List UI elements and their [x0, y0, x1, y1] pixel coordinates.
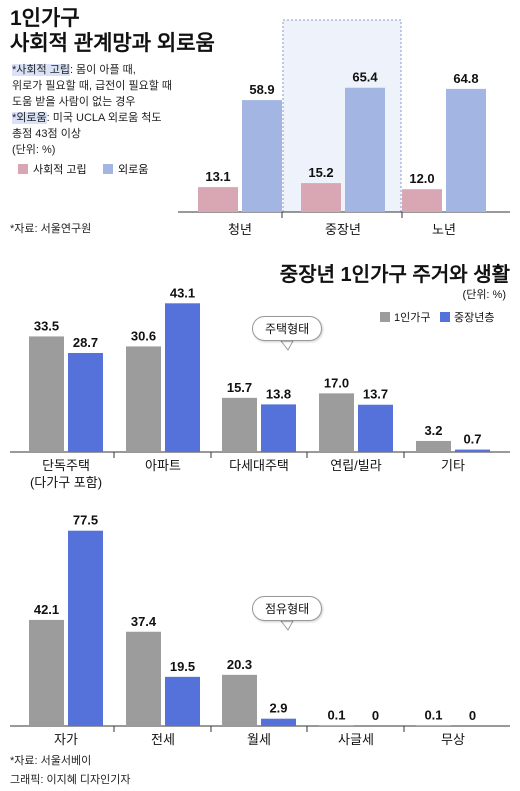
category-label-노년: 노년 — [432, 222, 456, 237]
chart2-bar-중장년층-기타 — [455, 449, 490, 452]
legend-label-사회적 고립: 사회적 고립 — [33, 163, 87, 176]
chart2-category-label-아파트: 아파트 — [145, 458, 181, 473]
category-label-중장년: 중장년 — [325, 222, 361, 237]
chart2-category-label-(다가구 포함): (다가구 포함) — [30, 475, 102, 490]
note-loneliness: *외로움: 미국 UCLA 외로움 척도 — [12, 110, 162, 126]
note-social-isolation-line2: 위로가 필요할 때, 급전이 필요할 때 — [12, 80, 173, 92]
chart2-legend-swatch-1인가구 — [380, 312, 390, 322]
note-loneliness-line2: 총점 43점 이상 — [12, 128, 81, 140]
chart2-category-label-기타: 기타 — [441, 458, 465, 473]
main-title-line2: 사회적 관계망과 외로움 — [10, 32, 215, 55]
chart3-category-label-자가: 자가 — [54, 732, 78, 747]
chart3-bar-1인가구-월세 — [222, 674, 257, 726]
chart3-category-label-무상: 무상 — [441, 732, 465, 747]
bar-외로움-노년 — [446, 88, 486, 212]
chart2-value-label-중장년층-연립/빌라: 13.7 — [363, 387, 388, 402]
chart3-value-label-중장년층-자가: 77.5 — [73, 513, 98, 528]
bar-사회적 고립-노년 — [402, 189, 442, 212]
chart2-bar-1인가구-기타 — [416, 440, 451, 452]
note-loneliness-text: : 미국 UCLA 외로움 척도 — [46, 112, 162, 124]
bar-외로움-중장년 — [345, 87, 385, 212]
unit-label-2: (단위: %) — [462, 289, 506, 301]
chart3-value-label-중장년층-월세: 2.9 — [269, 701, 287, 716]
value-label-사회적 고립-노년: 12.0 — [409, 171, 434, 186]
chart2-value-label-중장년층-아파트: 43.1 — [170, 285, 195, 300]
note-social-isolation-line3: 도움 받을 사람이 없는 경우 — [12, 96, 136, 108]
value-label-외로움-중장년: 65.4 — [352, 70, 378, 85]
chart3-bar-1인가구-전세 — [126, 631, 161, 726]
main-title-line1: 1인가구 — [10, 7, 80, 30]
chart3-bar-1인가구-자가 — [29, 619, 64, 726]
chart3-bar-중장년층-전세 — [165, 676, 200, 726]
chart2-value-label-중장년층-다세대주택: 13.8 — [266, 386, 291, 401]
unit-label-1: (단위: %) — [12, 144, 56, 156]
annotation-housing-type: 주택형태 — [252, 316, 323, 341]
value-label-외로움-청년: 58.9 — [249, 82, 274, 97]
chart3-value-label-중장년층-전세: 19.5 — [170, 659, 195, 674]
chart2-value-label-1인가구-연립/빌라: 17.0 — [324, 375, 349, 390]
legend-swatch-외로움 — [103, 164, 113, 174]
chart3-value-label-1인가구-사글세: 0.1 — [327, 708, 345, 723]
chart2-bar-중장년층-단독주택(다가구 포함) — [68, 352, 103, 452]
chart3-value-label-1인가구-무상: 0.1 — [424, 708, 442, 723]
chart2-bar-1인가구-연립/빌라 — [319, 393, 354, 452]
chart2-bar-1인가구-다세대주택 — [222, 397, 257, 452]
note-social-isolation-key: *사회적 고립 — [12, 64, 70, 76]
chart2-bar-중장년층-다세대주택 — [261, 404, 296, 452]
bar-사회적 고립-청년 — [198, 187, 238, 212]
note-social-isolation-text: : 몸이 아플 때, — [69, 64, 136, 76]
chart2-bar-1인가구-아파트 — [126, 346, 161, 452]
callout-tail-housing — [279, 340, 294, 351]
chart3-category-label-월세: 월세 — [247, 732, 271, 747]
chart3-value-label-중장년층-사글세: 0 — [372, 708, 379, 723]
chart2-value-label-1인가구-기타: 3.2 — [424, 423, 442, 438]
chart2-bar-중장년층-연립/빌라 — [358, 404, 393, 452]
chart2-category-label-연립/빌라: 연립/빌라 — [330, 458, 381, 473]
bar-사회적 고립-중장년 — [301, 183, 341, 212]
note-social-isolation: *사회적 고립: 몸이 아플 때, — [12, 62, 136, 78]
note-loneliness-key: *외로움 — [12, 112, 47, 124]
source-1: *자료: 서울연구원 — [10, 223, 92, 235]
source-2: *자료: 서울서베이 — [10, 755, 92, 767]
bar-외로움-청년 — [242, 100, 282, 212]
chart2-legend-swatch-중장년층 — [440, 312, 450, 322]
value-label-사회적 고립-중장년: 15.2 — [308, 165, 333, 180]
value-label-사회적 고립-청년: 13.1 — [205, 169, 230, 184]
chart3-category-label-전세: 전세 — [151, 732, 175, 747]
chart3-bar-중장년층-월세 — [261, 718, 296, 726]
chart2-bar-1인가구-단독주택(다가구 포함) — [29, 336, 64, 452]
chart3-category-label-사글세: 사글세 — [338, 732, 374, 747]
chart3-value-label-1인가구-월세: 20.3 — [227, 657, 252, 672]
legend-swatch-사회적 고립 — [18, 164, 28, 174]
chart3-value-label-중장년층-무상: 0 — [469, 708, 476, 723]
chart2-value-label-중장년층-단독주택(다가구 포함): 28.7 — [73, 335, 98, 350]
graphic-credit: 그래픽: 이지혜 디자인기자 — [10, 774, 131, 786]
chart2-value-label-1인가구-단독주택(다가구 포함): 33.5 — [34, 318, 59, 333]
chart3-value-label-1인가구-자가: 42.1 — [34, 602, 59, 617]
chart2-category-label-다세대주택: 다세대주택 — [229, 458, 289, 473]
chart2-value-label-1인가구-다세대주택: 15.7 — [227, 380, 252, 395]
chart2-value-label-1인가구-아파트: 30.6 — [131, 328, 156, 343]
chart3-value-label-1인가구-전세: 37.4 — [131, 614, 157, 629]
chart2-value-label-중장년층-기타: 0.7 — [463, 432, 481, 447]
annotation-tenure-type: 점유형태 — [252, 596, 323, 621]
section2-title: 중장년 1인가구 주거와 생활 — [279, 264, 510, 286]
chart2-bar-중장년층-아파트 — [165, 303, 200, 452]
chart2-category-label-단독주택: 단독주택 — [42, 458, 90, 473]
callout-tail-tenure — [279, 620, 294, 631]
chart2-legend-label-1인가구: 1인가구 — [394, 311, 430, 324]
category-label-청년: 청년 — [228, 222, 252, 237]
chart2-legend-label-중장년층: 중장년층 — [454, 311, 494, 324]
chart3-bar-중장년층-자가 — [68, 530, 103, 726]
legend-label-외로움: 외로움 — [118, 163, 148, 176]
value-label-외로움-노년: 64.8 — [453, 71, 478, 86]
